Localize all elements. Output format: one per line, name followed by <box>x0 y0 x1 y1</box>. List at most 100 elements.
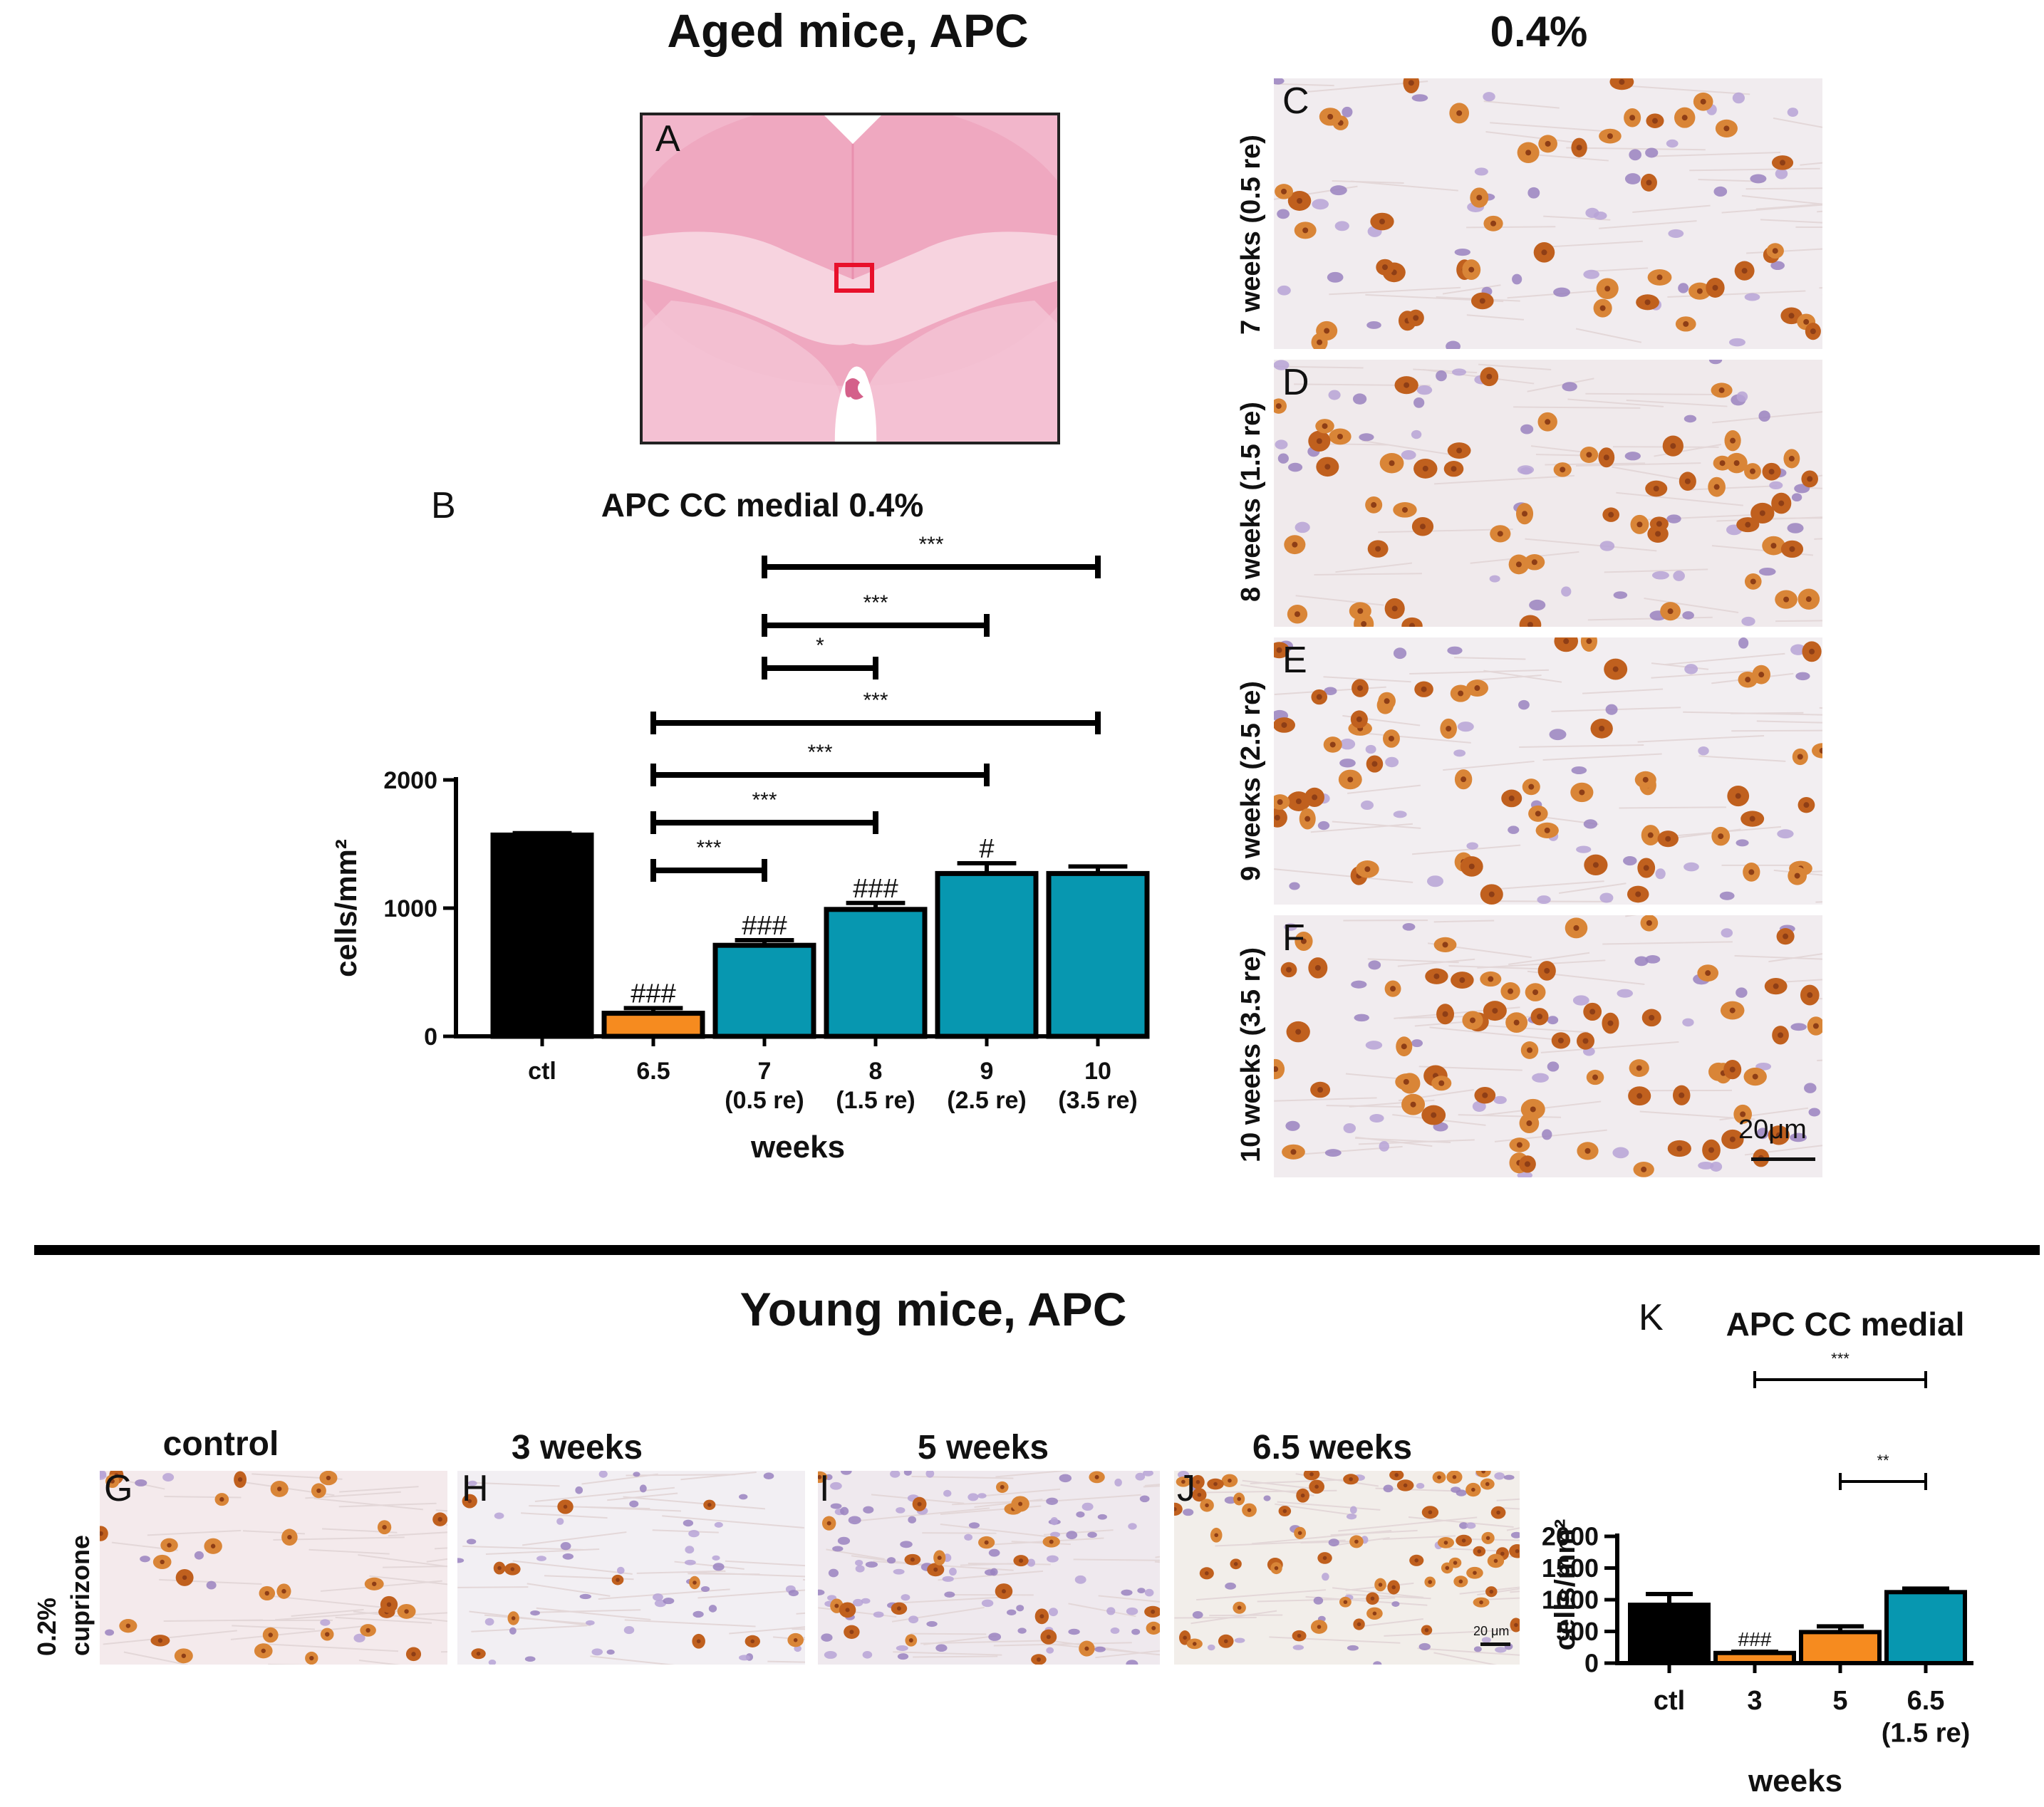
chart-B-bar <box>824 907 928 1039</box>
chart-B-bar <box>601 1011 705 1039</box>
chart-B-bracket-label: *** <box>696 836 721 860</box>
image-label-5-weeks: 5 weeks <box>917 1429 1049 1467</box>
chart-B-bar <box>712 942 816 1039</box>
chart-K-category-label: ctl <box>1654 1686 1685 1716</box>
chart-B-bracket-label: *** <box>863 689 888 712</box>
chart-K-category-label: 3 <box>1747 1686 1762 1716</box>
small-scale-bar-label: 20 μm <box>1473 1624 1510 1638</box>
chart-B-bracket-label: *** <box>863 591 888 615</box>
chart-B-category-label: 10 <box>1084 1058 1111 1085</box>
panel-letter-G: G <box>104 1468 133 1509</box>
row-label-9-weeks: 9 weeks (2.5 re) <box>1236 681 1266 881</box>
chart-K-category-label: (1.5 re) <box>1882 1719 1971 1749</box>
image-label-3-weeks: 3 weeks <box>511 1429 643 1467</box>
chart-B-bracket-label: *** <box>807 741 832 764</box>
chart-K-bracket <box>1839 1473 1927 1490</box>
chart-B-ytick-label: 1000 <box>383 895 437 922</box>
row-label-cuprizone-pct: 0.2% <box>32 1597 61 1656</box>
panel-letter-C: C <box>1282 80 1309 122</box>
chart-K-category-label: 6.5 <box>1907 1686 1945 1716</box>
chart-K-xlabel: weeks <box>1748 1764 1842 1798</box>
chart-K-ytick-label: 1000 <box>1542 1585 1599 1615</box>
panel-letter-F: F <box>1282 917 1305 959</box>
chart-B: APC CC medial 0.4% weeks cells/mm² 0 1000 200… <box>329 486 1150 1165</box>
chart-B-bracket <box>762 657 878 679</box>
chart-K-ytick-label: 500 <box>1556 1617 1599 1646</box>
chart-K-bar <box>1628 1603 1711 1665</box>
chart-B-category-label: (0.5 re) <box>725 1087 804 1114</box>
chart-B-bracket-label: *** <box>918 533 943 556</box>
image-label-6-5-weeks: 6.5 weeks <box>1252 1429 1413 1467</box>
chart-K-ylabel: cells/mm² <box>1550 1519 1581 1651</box>
panel-letter-B: B <box>431 485 456 526</box>
scale-bar <box>1751 1157 1815 1161</box>
chart-B-bar-label: ### <box>742 911 787 941</box>
micrograph-D <box>1274 360 1822 627</box>
chart-B-bar <box>490 832 594 1039</box>
micrograph-C <box>1274 78 1822 349</box>
concentration-heading: 0.4% <box>1490 8 1588 56</box>
image-label-control: control <box>162 1425 279 1463</box>
chart-K-ytick-label: 0 <box>1584 1649 1599 1678</box>
chart-B-category-label: (3.5 re) <box>1058 1087 1138 1114</box>
micrograph-J <box>1174 1471 1520 1665</box>
chart-B-category-label: 7 <box>758 1058 772 1085</box>
panel-letter-A: A <box>655 118 680 160</box>
chart-B-title: APC CC medial 0.4% <box>601 486 923 524</box>
chart-B-category-label: 6.5 <box>636 1058 670 1085</box>
micrograph-H <box>457 1471 805 1665</box>
micrograph-I <box>818 1471 1160 1665</box>
chart-B-bracket <box>650 764 990 786</box>
chart-B-category-label: (2.5 re) <box>947 1087 1027 1114</box>
chart-B-bracket <box>650 811 878 834</box>
panel-letter-H: H <box>462 1468 489 1509</box>
chart-B-category-label: (1.5 re) <box>836 1087 915 1114</box>
chart-K-ytick-label: 2000 <box>1542 1522 1599 1551</box>
chart-B-bracket <box>650 712 1101 734</box>
panel-letter-E: E <box>1282 640 1307 681</box>
brain-section-image <box>640 113 1060 444</box>
chart-K-bracket <box>1753 1371 1927 1388</box>
chart-K-ytick-label: 1500 <box>1542 1553 1599 1583</box>
panel-letter-J: J <box>1177 1468 1195 1509</box>
chart-K-bracket-label: ** <box>1877 1452 1889 1469</box>
micrograph-F <box>1274 915 1822 1177</box>
row-label-8-weeks: 8 weeks (1.5 re) <box>1236 402 1266 602</box>
chart-K-bar <box>1799 1630 1882 1666</box>
chart-K-category-label: 5 <box>1832 1686 1847 1716</box>
chart-K-bracket-label: *** <box>1831 1350 1850 1368</box>
row-label-7-weeks: 7 weeks (0.5 re) <box>1236 135 1266 335</box>
micrograph-E <box>1274 637 1822 905</box>
chart-B-bar <box>935 870 1039 1039</box>
chart-B-bracket <box>762 556 1101 578</box>
chart-B-ylabel: cells/mm² <box>329 839 363 977</box>
chart-B-xlabel: weeks <box>750 1130 845 1165</box>
chart-K-bar <box>1884 1590 1967 1666</box>
scale-bar-label: 20μm <box>1738 1115 1807 1145</box>
chart-B-bar-label: # <box>979 834 994 864</box>
chart-B-bracket-label: *** <box>752 788 777 812</box>
chart-B-bar-label: ### <box>853 874 898 904</box>
row-label-cuprizone: cuprizone <box>66 1534 95 1656</box>
chart-B-bracket-label: * <box>816 634 824 657</box>
chart-B-bracket <box>762 614 990 637</box>
chart-B-bracket <box>650 859 767 882</box>
micrograph-G <box>100 1471 447 1665</box>
chart-B-category-label: ctl <box>528 1058 556 1085</box>
chart-B-category-label: 8 <box>869 1058 883 1085</box>
chart-B-category-label: 9 <box>980 1058 994 1085</box>
row-label-10-weeks: 10 weeks (3.5 re) <box>1236 947 1266 1162</box>
panel-letter-I: I <box>819 1468 830 1509</box>
chart-K-bar <box>1713 1650 1796 1666</box>
panel-letter-K: K <box>1639 1297 1664 1338</box>
chart-B-bar-label: ### <box>631 979 675 1009</box>
young-mice-heading: Young mice, APC <box>740 1283 1127 1335</box>
chart-B-ytick-label: 0 <box>424 1024 437 1051</box>
chart-K-title: APC CC medial <box>1726 1306 1965 1343</box>
small-scale-bar <box>1480 1642 1510 1646</box>
chart-B-bar <box>1046 870 1150 1039</box>
chart-B-ytick-label: 2000 <box>383 767 437 794</box>
chart-K-bar-label: ### <box>1738 1628 1772 1650</box>
section-divider <box>34 1245 2040 1255</box>
